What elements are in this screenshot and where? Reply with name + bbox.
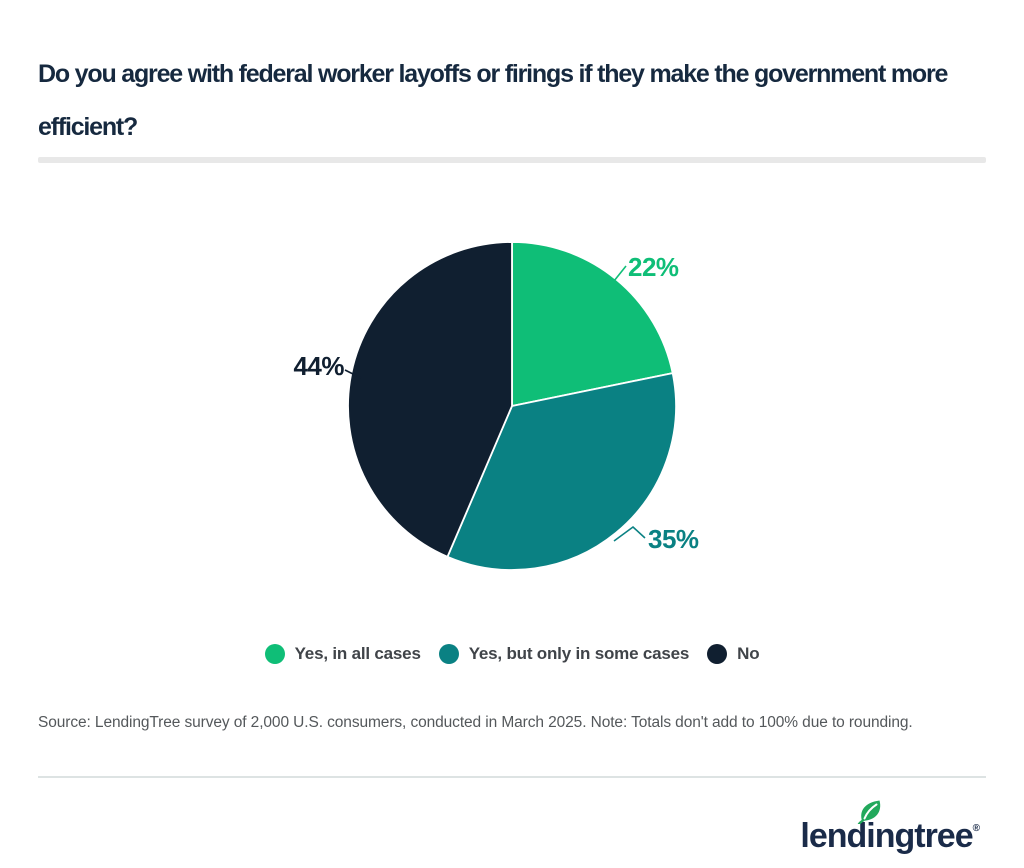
chart-title: Do you agree with federal worker layoffs… [38, 60, 948, 141]
legend-swatch-navy [707, 644, 728, 664]
slice-value-label: 44% [293, 351, 344, 381]
pie-slice-yes-but-only-in-some-cases [446, 372, 677, 571]
leaf-icon [857, 798, 884, 826]
label-leader-line [613, 265, 627, 282]
legend-label: No [737, 644, 760, 663]
legend-swatch-green [264, 644, 285, 664]
legend-item-no: No [707, 644, 760, 664]
legend-label: Yes, but only in some cases [468, 644, 690, 663]
label-leader-line [344, 369, 362, 379]
slice-value-label: 22% [628, 252, 679, 282]
registered-trademark: ® [972, 823, 980, 834]
legend-swatch-teal [438, 644, 459, 664]
pie-chart: 22% 35% 44% [293, 241, 699, 571]
chart-legend: Yes, in all cases Yes, but only in some … [0, 644, 1024, 664]
slice-value-label: 35% [648, 524, 699, 554]
legend-item-yes-some-cases: Yes, but only in some cases [438, 644, 690, 664]
legend-item-yes-all-cases: Yes, in all cases [264, 644, 421, 664]
bottom-divider [38, 776, 986, 778]
logo-text: lendingtree [800, 817, 973, 855]
label-leader-line [613, 525, 646, 542]
source-note: Source: LendingTree survey of 2,000 U.S.… [38, 714, 913, 731]
legend-label: Yes, in all cases [294, 644, 421, 663]
lendingtree-logo: lendingtree® [800, 798, 980, 854]
title-divider [38, 157, 986, 163]
logo-wordmark: lendingtree® [800, 798, 980, 854]
